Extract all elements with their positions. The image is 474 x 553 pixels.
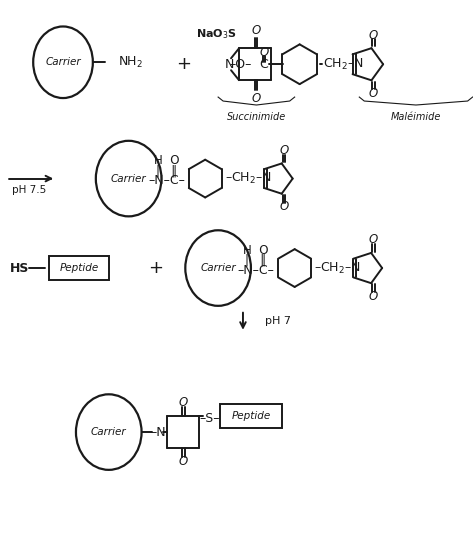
Text: Carrier: Carrier xyxy=(45,58,81,67)
Text: –O–: –O– xyxy=(230,58,252,71)
Text: pH 7: pH 7 xyxy=(265,316,291,326)
Text: Carrier: Carrier xyxy=(111,174,146,184)
Bar xyxy=(220,404,282,428)
Text: O: O xyxy=(279,200,288,213)
Text: O: O xyxy=(251,92,261,105)
Text: O: O xyxy=(179,396,188,409)
Text: O: O xyxy=(369,87,378,100)
Bar xyxy=(49,256,109,280)
Text: |   ‖: | ‖ xyxy=(246,254,266,267)
Text: HS: HS xyxy=(9,262,29,274)
Text: –CH$_2$–N: –CH$_2$–N xyxy=(314,260,361,275)
Text: O: O xyxy=(369,29,378,42)
Text: Peptide: Peptide xyxy=(59,263,99,273)
Text: Carrier: Carrier xyxy=(91,427,127,437)
Text: –N: –N xyxy=(151,426,166,439)
Text: Peptide: Peptide xyxy=(231,411,271,421)
Text: C: C xyxy=(259,58,268,71)
Text: O: O xyxy=(251,24,261,37)
Text: CH$_2$–N: CH$_2$–N xyxy=(323,57,364,72)
Text: O: O xyxy=(279,144,288,157)
Text: pH 7.5: pH 7.5 xyxy=(12,185,46,195)
Text: –N–C–: –N–C– xyxy=(148,174,185,187)
Text: NaO$_3$S: NaO$_3$S xyxy=(196,28,237,41)
Text: Succinimide: Succinimide xyxy=(227,112,286,122)
Text: H  O: H O xyxy=(243,244,269,257)
Text: O: O xyxy=(368,290,378,302)
Text: N: N xyxy=(224,58,234,71)
Text: +: + xyxy=(148,259,163,277)
Text: Maléimide: Maléimide xyxy=(391,112,441,122)
Text: NH$_2$: NH$_2$ xyxy=(118,55,143,70)
Text: –N–C–: –N–C– xyxy=(237,264,274,276)
Text: +: + xyxy=(176,55,191,73)
Text: –CH$_2$–N: –CH$_2$–N xyxy=(225,171,271,186)
Text: H  O: H O xyxy=(154,154,179,167)
Text: O: O xyxy=(179,456,188,468)
Text: O: O xyxy=(259,46,268,59)
Text: –S–: –S– xyxy=(199,411,219,425)
Text: Carrier: Carrier xyxy=(201,263,236,273)
Text: |   ‖: | ‖ xyxy=(156,164,177,177)
Text: O: O xyxy=(368,233,378,247)
